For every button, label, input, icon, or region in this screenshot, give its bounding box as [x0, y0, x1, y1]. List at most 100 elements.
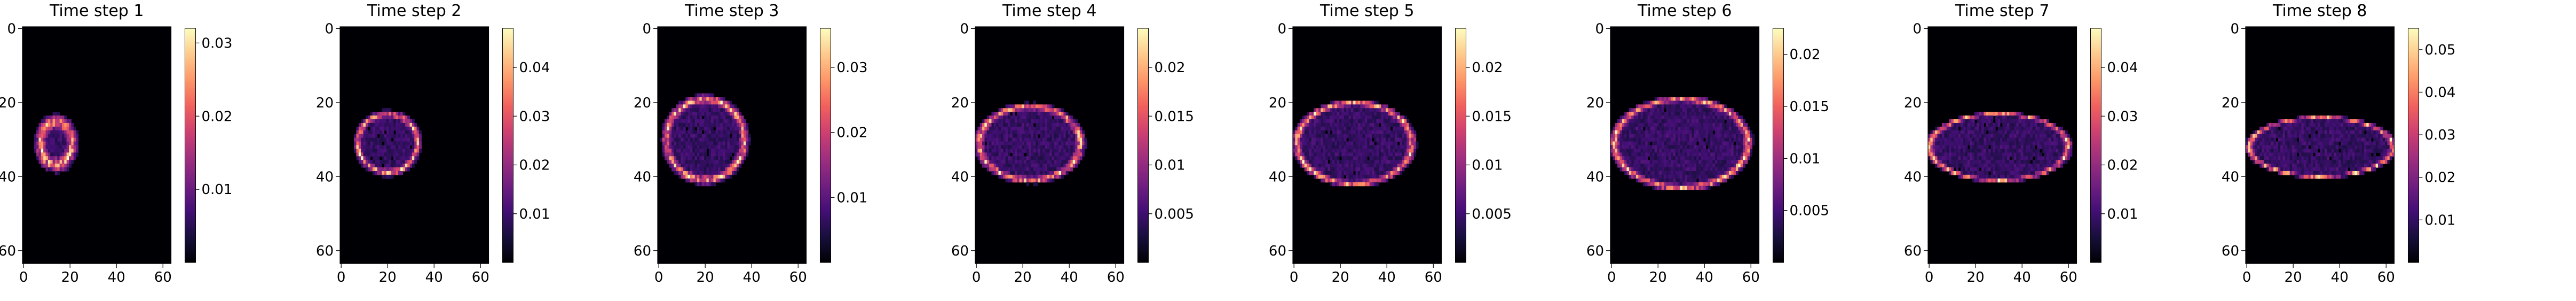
heatmap-cell — [1327, 134, 1331, 138]
heatmap-cell — [2006, 112, 2010, 116]
heatmap-cell — [1956, 122, 1959, 127]
heatmap-cell — [1386, 119, 1388, 124]
heatmap-cell — [1332, 108, 1335, 112]
heatmap-cell — [379, 130, 382, 135]
heatmap-cell — [1007, 115, 1010, 120]
heatmap-cell — [1019, 156, 1022, 160]
heatmap-cell — [1367, 104, 1370, 109]
heatmap-cell — [1743, 126, 1745, 131]
heatmap-cell — [41, 145, 44, 150]
heatmap-cell — [725, 149, 728, 153]
heatmap-cell — [1626, 112, 1630, 116]
heatmap-cell — [1297, 122, 1300, 127]
heatmap-cell — [1330, 182, 1333, 187]
heatmap-cell — [1026, 160, 1029, 164]
heatmap-cell — [1348, 137, 1352, 142]
heatmap-cell — [1321, 152, 1324, 157]
heatmap-cell — [1367, 178, 1370, 183]
heatmap-cell — [1348, 104, 1352, 109]
heatmap-cell — [1056, 115, 1060, 120]
heatmap-cell — [1003, 167, 1006, 172]
heatmap-cell — [1309, 152, 1312, 157]
heatmap-cell — [1977, 119, 1980, 124]
heatmap-cell — [1958, 122, 1961, 127]
heatmap-cell — [1735, 112, 1739, 116]
heatmap-cell — [1045, 137, 1048, 142]
heatmap-cell — [1318, 134, 1321, 138]
heatmap-cell — [708, 182, 712, 187]
heatmap-cell — [1970, 126, 1973, 131]
heatmap-cell — [1024, 141, 1027, 146]
heatmap-cell — [697, 126, 700, 131]
heatmap-cell — [1362, 119, 1365, 124]
heatmap-cell — [1995, 130, 1998, 135]
heatmap-cell — [1692, 119, 1695, 124]
heatmap-cell — [2011, 122, 2014, 127]
heatmap-cell — [713, 160, 716, 164]
heatmap-cell — [1302, 119, 1305, 124]
heatmap-cell — [1738, 115, 1741, 120]
heatmap-cell — [1323, 164, 1326, 168]
heatmap-cell — [1692, 182, 1695, 187]
heatmap-cell — [1341, 119, 1345, 124]
heatmap-cell — [1610, 141, 1613, 146]
panel-title: Time step 3 — [684, 2, 779, 20]
heatmap-cell — [739, 137, 742, 142]
heatmap-cell — [734, 115, 737, 120]
heatmap-cell — [1613, 134, 1616, 138]
heatmap-cell — [1395, 122, 1398, 127]
heatmap-cell — [1010, 122, 1013, 127]
heatmap-cell — [697, 119, 700, 124]
heatmap-cell — [1664, 119, 1667, 124]
heatmap-cell — [1664, 97, 1667, 102]
heatmap-cell — [1022, 108, 1024, 112]
heatmap-cell — [681, 167, 684, 172]
heatmap-cell — [697, 174, 700, 179]
heatmap-cell — [1708, 141, 1711, 146]
heatmap-cell — [416, 149, 420, 153]
heatmap-cell — [713, 134, 716, 138]
heatmap-cell — [1937, 134, 1940, 138]
heatmap-cell — [1657, 130, 1660, 135]
heatmap-cell — [1371, 130, 1374, 135]
heatmap-cell — [1318, 130, 1321, 135]
heatmap-cell — [2049, 122, 2052, 127]
heatmap-cell — [1726, 164, 1729, 168]
heatmap-cell — [1304, 152, 1307, 157]
heatmap-cell — [1710, 126, 1713, 131]
heatmap-cell — [697, 167, 700, 172]
heatmap-cell — [1735, 126, 1739, 131]
heatmap-cell — [1714, 174, 1718, 179]
heatmap-cell — [1974, 137, 1977, 142]
heatmap-cell — [1017, 126, 1020, 131]
heatmap-cell — [1348, 108, 1352, 112]
heatmap-cell — [704, 126, 707, 131]
heatmap-cell — [66, 164, 69, 168]
heatmap-cell — [377, 149, 380, 153]
heatmap-cell — [1369, 171, 1372, 175]
heatmap-cell — [2023, 137, 2026, 142]
heatmap-cell — [683, 104, 686, 109]
heatmap-cell — [669, 115, 672, 120]
heatmap-cell — [1402, 122, 1405, 127]
heatmap-cell — [1696, 145, 1699, 150]
heatmap-cell — [2053, 126, 2056, 131]
heatmap-cell — [1661, 186, 1664, 190]
heatmap-cell — [1988, 122, 1992, 127]
heatmap-cell — [1065, 134, 1069, 138]
heatmap-cell — [1381, 164, 1384, 168]
heatmap-cell — [1070, 130, 1073, 135]
heatmap-cell — [412, 152, 415, 157]
heatmap-cell — [407, 164, 410, 168]
heatmap-cell — [1619, 134, 1623, 138]
heatmap-cell — [1974, 130, 1977, 135]
heatmap-cell — [1374, 104, 1377, 109]
heatmap-cell — [1022, 104, 1024, 109]
heatmap-cell — [1364, 115, 1368, 120]
heatmap-cell — [1647, 112, 1650, 116]
heatmap-cell — [1054, 145, 1057, 150]
heatmap-cell — [69, 141, 72, 146]
heatmap-cell — [66, 137, 69, 142]
heatmap-cell — [38, 122, 42, 127]
heatmap-cell — [61, 164, 65, 168]
